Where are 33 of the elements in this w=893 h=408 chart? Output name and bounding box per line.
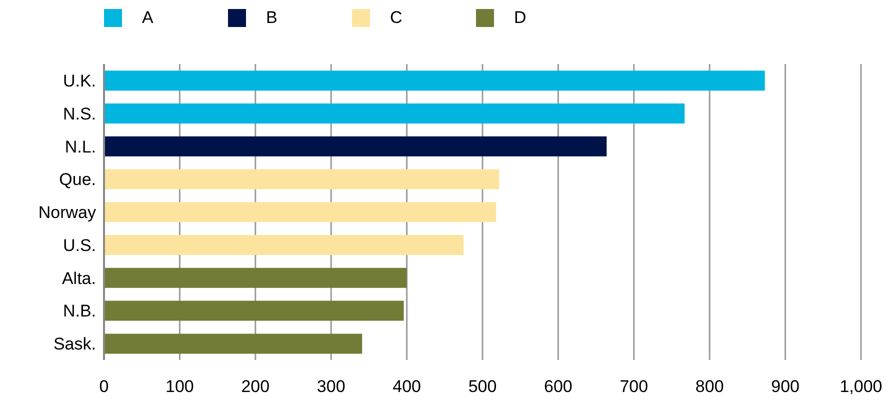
- x-tick-label: 0: [99, 377, 109, 396]
- bar: [104, 202, 496, 222]
- x-tick-label: 900: [771, 377, 800, 396]
- x-tick-label: 300: [316, 377, 346, 396]
- legend-label: A: [142, 8, 154, 28]
- x-tick-label: 200: [241, 377, 270, 396]
- x-tick-label: 100: [166, 377, 194, 396]
- x-tick-label: 1,000: [840, 377, 882, 396]
- x-tick-label: 400: [392, 377, 421, 396]
- y-tick-label: U.S.: [62, 236, 96, 255]
- x-tick-label: 500: [468, 377, 497, 396]
- x-tick-label: 600: [544, 377, 572, 396]
- bar: [104, 70, 765, 91]
- x-tick-label: 700: [620, 377, 648, 396]
- legend-label: D: [514, 8, 526, 28]
- legend-label: C: [390, 8, 402, 28]
- bar: [104, 334, 362, 354]
- legend-label: B: [266, 8, 278, 28]
- bar: [104, 169, 500, 190]
- y-tick-label: Norway: [38, 203, 96, 222]
- bar: [104, 300, 404, 321]
- y-tick-label: N.L.: [64, 137, 96, 156]
- y-tick-label: Sask.: [53, 334, 96, 354]
- y-tick-label: N.B.: [62, 302, 96, 321]
- x-tick-label: 800: [695, 377, 724, 396]
- y-tick-label: U.K.: [62, 71, 96, 90]
- bar: [104, 268, 407, 288]
- bar: [104, 136, 607, 156]
- y-tick-label: N.S.: [62, 104, 96, 124]
- bar: [104, 103, 685, 124]
- y-tick-label: Que.: [59, 170, 96, 190]
- bar: [104, 235, 464, 256]
- y-tick-label: Alta.: [62, 268, 96, 288]
